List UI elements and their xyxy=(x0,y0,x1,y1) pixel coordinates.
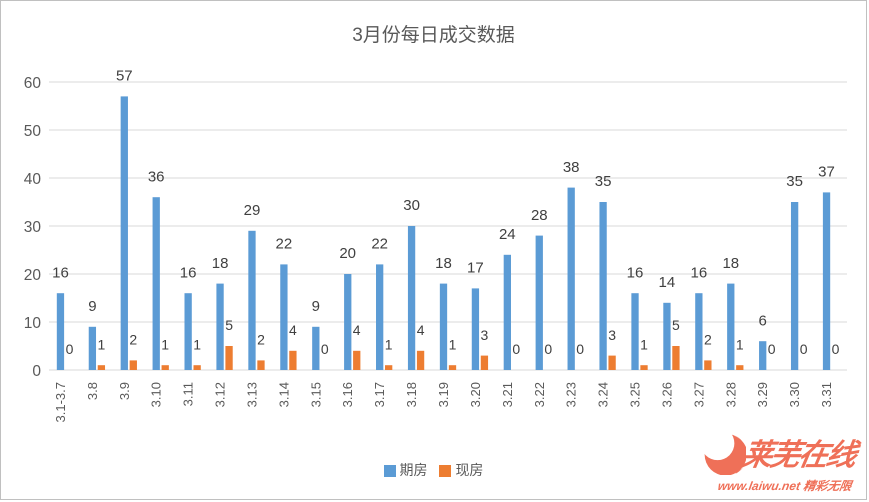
svg-text:30: 30 xyxy=(24,219,42,236)
svg-text:3: 3 xyxy=(608,327,616,343)
svg-text:0: 0 xyxy=(576,341,584,357)
svg-text:37: 37 xyxy=(818,164,835,181)
svg-text:3.17: 3.17 xyxy=(372,382,387,407)
svg-text:5: 5 xyxy=(225,317,233,333)
svg-text:0: 0 xyxy=(32,363,41,380)
svg-text:3.31: 3.31 xyxy=(819,382,834,407)
svg-text:3.14: 3.14 xyxy=(276,382,291,407)
svg-text:5: 5 xyxy=(672,317,680,333)
svg-text:3.1-3.7: 3.1-3.7 xyxy=(53,382,68,422)
svg-text:1: 1 xyxy=(385,336,393,352)
svg-text:0: 0 xyxy=(66,341,74,357)
svg-text:3.20: 3.20 xyxy=(468,382,483,407)
svg-text:6: 6 xyxy=(759,312,767,329)
svg-text:1: 1 xyxy=(736,336,744,352)
svg-text:1: 1 xyxy=(98,336,106,352)
svg-text:20: 20 xyxy=(24,267,42,284)
svg-text:3.27: 3.27 xyxy=(691,382,706,407)
svg-text:4: 4 xyxy=(417,322,425,338)
svg-text:2: 2 xyxy=(129,332,137,348)
svg-text:3.23: 3.23 xyxy=(564,382,579,407)
svg-text:20: 20 xyxy=(339,245,356,262)
svg-text:16: 16 xyxy=(52,264,69,281)
svg-text:3.9: 3.9 xyxy=(117,382,132,400)
svg-text:1: 1 xyxy=(449,336,457,352)
svg-text:3.18: 3.18 xyxy=(404,382,419,407)
svg-text:0: 0 xyxy=(321,341,329,357)
svg-text:18: 18 xyxy=(212,255,229,272)
svg-text:3.16: 3.16 xyxy=(340,382,355,407)
svg-text:14: 14 xyxy=(659,274,676,291)
svg-text:16: 16 xyxy=(180,264,197,281)
svg-text:29: 29 xyxy=(244,202,261,219)
svg-text:1: 1 xyxy=(161,336,169,352)
svg-text:35: 35 xyxy=(786,173,803,190)
svg-text:40: 40 xyxy=(24,171,42,188)
svg-text:16: 16 xyxy=(627,264,644,281)
svg-text:3: 3 xyxy=(481,327,489,343)
svg-text:3.10: 3.10 xyxy=(149,382,164,407)
svg-text:16: 16 xyxy=(691,264,708,281)
svg-text:36: 36 xyxy=(148,168,165,185)
svg-text:17: 17 xyxy=(467,260,484,277)
svg-text:22: 22 xyxy=(276,236,293,253)
svg-text:38: 38 xyxy=(563,159,580,176)
svg-text:0: 0 xyxy=(768,341,776,357)
svg-text:1: 1 xyxy=(640,336,648,352)
svg-text:4: 4 xyxy=(289,322,297,338)
svg-text:0: 0 xyxy=(544,341,552,357)
svg-text:50: 50 xyxy=(24,123,42,140)
svg-text:3.26: 3.26 xyxy=(659,382,674,407)
svg-text:9: 9 xyxy=(88,298,96,315)
svg-text:24: 24 xyxy=(499,226,516,243)
svg-text:18: 18 xyxy=(435,255,452,272)
svg-text:2: 2 xyxy=(704,332,712,348)
svg-text:3.28: 3.28 xyxy=(723,382,738,407)
svg-text:3.21: 3.21 xyxy=(500,382,515,407)
svg-text:60: 60 xyxy=(24,75,42,92)
svg-text:18: 18 xyxy=(722,255,739,272)
svg-text:57: 57 xyxy=(116,68,133,85)
svg-text:28: 28 xyxy=(531,207,548,224)
svg-text:2: 2 xyxy=(257,332,265,348)
svg-text:10: 10 xyxy=(24,315,42,332)
svg-text:3.8: 3.8 xyxy=(85,382,100,400)
svg-text:0: 0 xyxy=(512,341,520,357)
svg-text:0: 0 xyxy=(800,341,808,357)
svg-text:3.13: 3.13 xyxy=(245,382,260,407)
svg-text:30: 30 xyxy=(403,197,420,214)
svg-text:3.25: 3.25 xyxy=(628,382,643,407)
svg-text:3.15: 3.15 xyxy=(308,382,323,407)
svg-text:0: 0 xyxy=(832,341,840,357)
svg-text:4: 4 xyxy=(353,322,361,338)
svg-text:22: 22 xyxy=(371,236,388,253)
svg-text:3.11: 3.11 xyxy=(181,382,196,406)
svg-text:9: 9 xyxy=(312,298,320,315)
svg-text:35: 35 xyxy=(595,173,612,190)
svg-text:3.12: 3.12 xyxy=(213,382,228,407)
svg-text:3.19: 3.19 xyxy=(436,382,451,407)
svg-text:3.22: 3.22 xyxy=(532,382,547,407)
svg-text:3.30: 3.30 xyxy=(787,382,802,407)
svg-text:3.29: 3.29 xyxy=(755,382,770,407)
svg-text:1: 1 xyxy=(193,336,201,352)
svg-text:3.24: 3.24 xyxy=(596,382,611,407)
